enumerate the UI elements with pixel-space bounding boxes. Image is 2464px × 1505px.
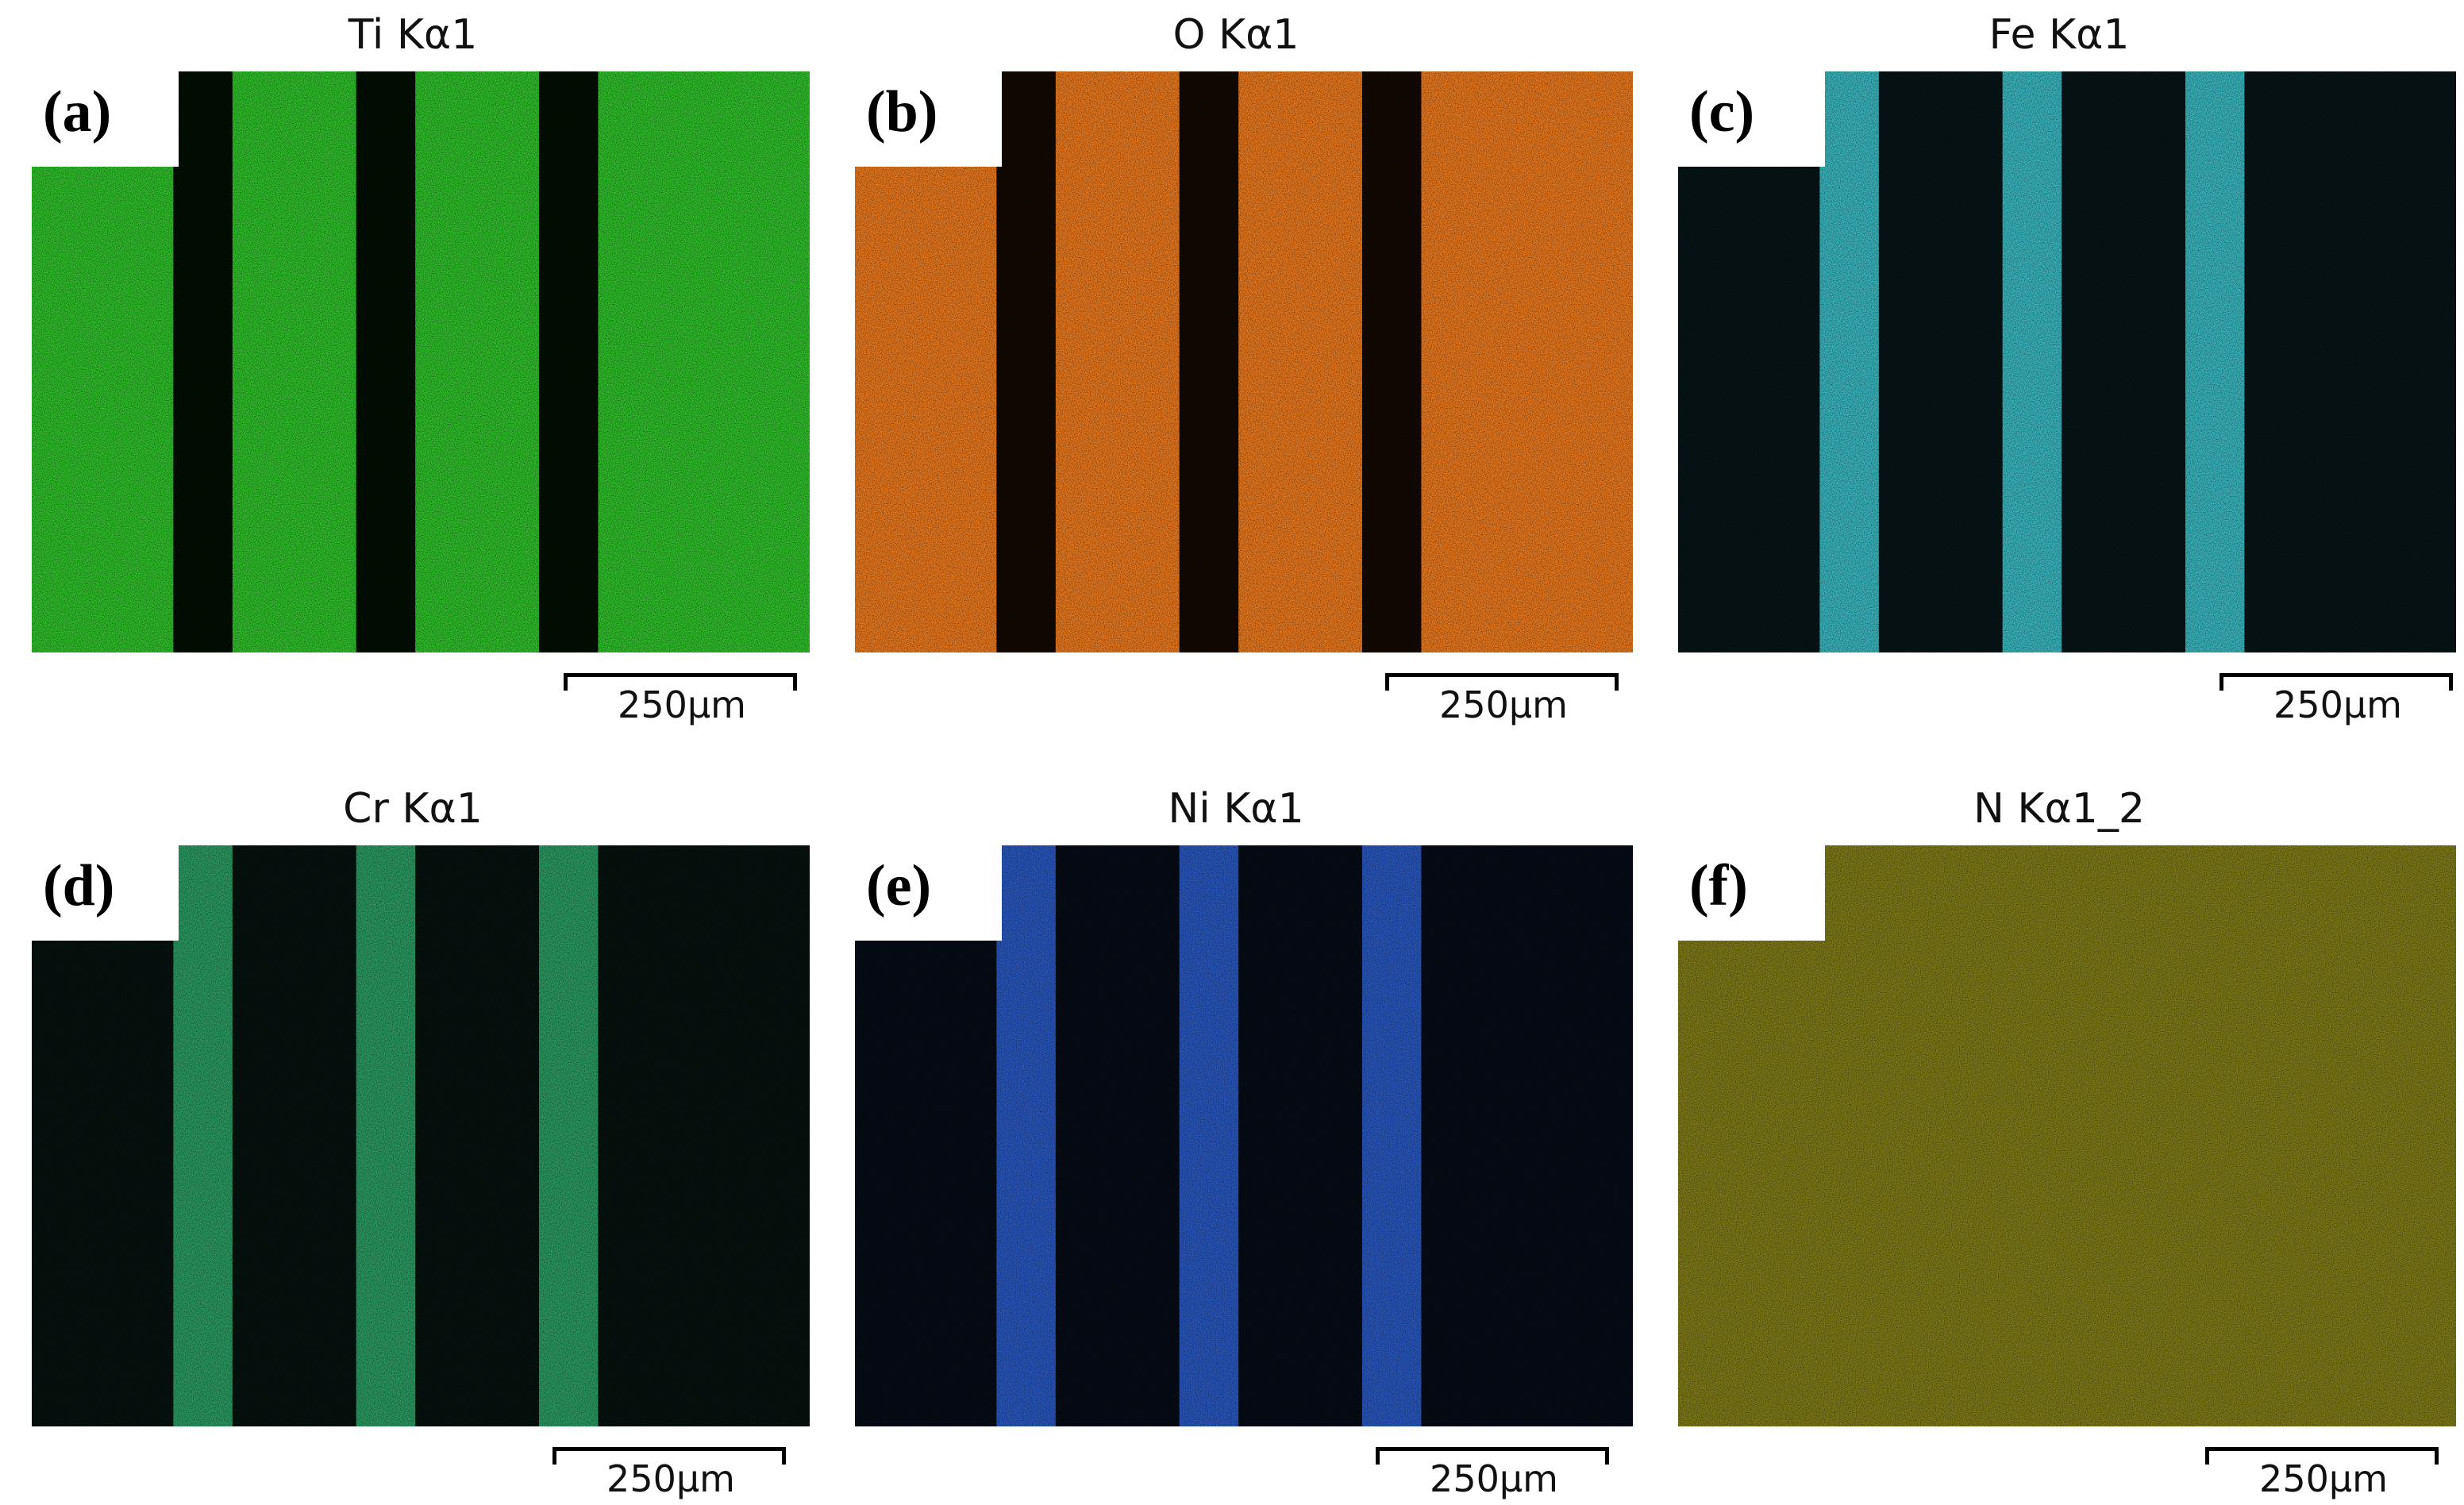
scale-bar-label: 250μm <box>606 1457 735 1500</box>
scale-bar: 250μm <box>564 673 800 726</box>
scale-bar-label: 250μm <box>2273 683 2402 726</box>
element-title: Fe Kα1 <box>1989 11 2130 59</box>
panel-label-box: (d) <box>16 837 179 941</box>
speckle-texture <box>32 845 810 1426</box>
eds-map-image <box>855 71 1633 652</box>
eds-map <box>1678 71 2456 652</box>
element-title: Cr Kα1 <box>343 785 483 833</box>
scale-bar-line <box>564 673 797 691</box>
panel-label-box: (e) <box>839 837 1002 941</box>
scale-bar: 250μm <box>1385 673 1622 726</box>
panel-d: Cr Kα1 (d) 250μm <box>16 774 810 1500</box>
scale-bar-label: 250μm <box>1439 683 1568 726</box>
speckle-texture <box>855 845 1633 1426</box>
eds-map-image <box>32 845 810 1426</box>
eds-map <box>1678 845 2456 1426</box>
panel-label: (f) <box>1689 853 1748 918</box>
scale-bar-label: 250μm <box>2259 1457 2388 1500</box>
eds-map <box>855 71 1633 652</box>
scale-bar: 250μm <box>552 1447 789 1500</box>
panel-b: O Kα1 (b) 250μm <box>839 0 1633 726</box>
panel-a: Ti Kα1 (a) 250μm <box>16 0 810 726</box>
eds-map <box>855 845 1633 1426</box>
scale-bar-line <box>552 1447 786 1465</box>
element-title: Ni Kα1 <box>1168 785 1304 833</box>
scale-bar: 250μm <box>2220 673 2456 726</box>
panel-label-box: (b) <box>839 64 1002 167</box>
element-title: N Kα1_2 <box>1973 785 2145 833</box>
scale-bar-line <box>1376 1447 1609 1465</box>
scale-bar-line <box>2205 1447 2439 1465</box>
scale-bar-line <box>1385 673 1619 691</box>
eds-map-image <box>1678 845 2456 1426</box>
panel-label: (c) <box>1689 79 1755 144</box>
scale-bar: 250μm <box>2205 1447 2442 1500</box>
element-title: Ti Kα1 <box>348 11 478 59</box>
eds-map-image <box>32 71 810 652</box>
scale-bar-label: 250μm <box>1430 1457 1558 1500</box>
scale-bar-label: 250μm <box>618 683 746 726</box>
panel-label-box: (a) <box>16 64 179 167</box>
scale-bar-line <box>2220 673 2453 691</box>
panel-label-box: (c) <box>1662 64 1825 167</box>
speckle-texture <box>32 71 810 652</box>
eds-map <box>32 845 810 1426</box>
panel-label: (a) <box>43 79 112 144</box>
element-title: O Kα1 <box>1172 11 1299 59</box>
panel-f: N Kα1_2 (f) 250μm <box>1662 774 2456 1500</box>
panel-label: (b) <box>866 79 938 144</box>
panel-label: (e) <box>866 853 932 918</box>
panel-label: (d) <box>43 853 115 918</box>
speckle-texture <box>1678 845 2456 1426</box>
panel-label-box: (f) <box>1662 837 1825 941</box>
eds-map-image <box>855 845 1633 1426</box>
speckle-texture <box>855 71 1633 652</box>
panel-c: Fe Kα1 (c) 250μm <box>1662 0 2456 726</box>
eds-map-image <box>1678 71 2456 652</box>
speckle-texture <box>1678 71 2456 652</box>
panel-e: Ni Kα1 (e) 250μm <box>839 774 1633 1500</box>
scale-bar: 250μm <box>1376 1447 1612 1500</box>
eds-map <box>32 71 810 652</box>
